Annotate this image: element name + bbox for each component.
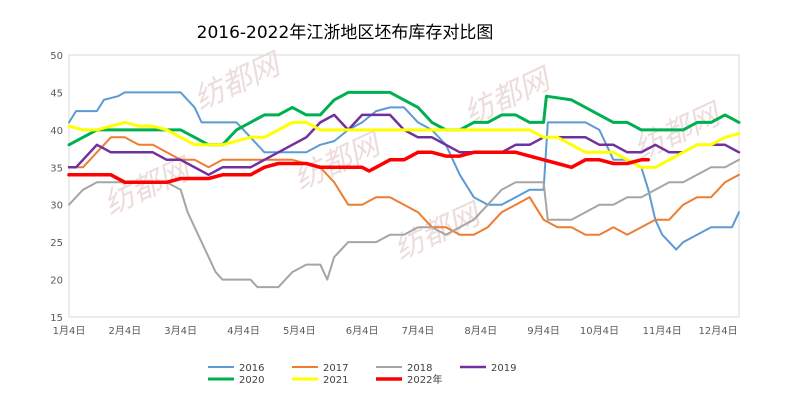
legend-label: 2019: [491, 363, 516, 374]
x-tick-label: 9月4日: [527, 325, 560, 337]
legend-label: 2020: [239, 375, 264, 386]
y-tick-label: 25: [50, 238, 63, 249]
x-tick-label: 11月4日: [643, 325, 682, 337]
series-lines: [67, 90, 741, 289]
series-line-2017: [68, 136, 740, 236]
chart-title: 2016-2022年江浙地区坯布库存对比图: [196, 23, 494, 43]
x-tick-label: 3月4日: [164, 325, 197, 337]
series-line-2016: [68, 91, 740, 251]
y-tick-label: 50: [50, 51, 63, 62]
legend-label: 2016: [239, 363, 264, 374]
x-tick-label: 4月4日: [227, 325, 260, 337]
x-axis: 1月4日 2月4日 3月4日 4月4日 5月4日 6月4日 7月4日 8月4日 9月4日 10月4…: [53, 325, 738, 337]
y-tick-label: 15: [50, 313, 63, 324]
y-tick-label: 45: [50, 88, 63, 99]
legend-label: 2017: [323, 363, 348, 374]
x-tick-label: 8月4日: [464, 325, 497, 337]
series-line-2021: [67, 120, 741, 169]
legend: 2016 2017 2018 2019 2020 2021 2022年: [208, 363, 516, 386]
legend-label: 2022年: [407, 373, 442, 386]
series-line-2018: [68, 158, 740, 289]
x-tick-label: 12月4日: [699, 325, 738, 337]
series-line-2019: [67, 113, 741, 177]
x-tick-label: 2月4日: [108, 325, 141, 337]
x-tick-label: 7月4日: [402, 325, 435, 337]
x-tick-label: 6月4日: [346, 325, 379, 337]
series-line-2020: [67, 90, 741, 147]
watermark-text: 纺都网: [189, 46, 289, 117]
x-tick-label: 5月4日: [283, 325, 316, 337]
y-tick-label: 40: [50, 126, 63, 137]
x-tick-label: 1月4日: [53, 325, 86, 337]
legend-label: 2018: [407, 363, 432, 374]
plot-area-border: [68, 54, 740, 318]
x-tick-label: 10月4日: [580, 325, 619, 337]
y-axis: 15 20 25 30 35 40 45 50: [50, 51, 63, 324]
y-tick-label: 30: [50, 201, 63, 212]
legend-label: 2021: [323, 375, 348, 386]
y-tick-label: 20: [50, 276, 63, 287]
watermark-text: 纺都网: [629, 96, 729, 167]
y-tick-label: 35: [50, 163, 63, 174]
series-line-2022年: [67, 150, 651, 185]
